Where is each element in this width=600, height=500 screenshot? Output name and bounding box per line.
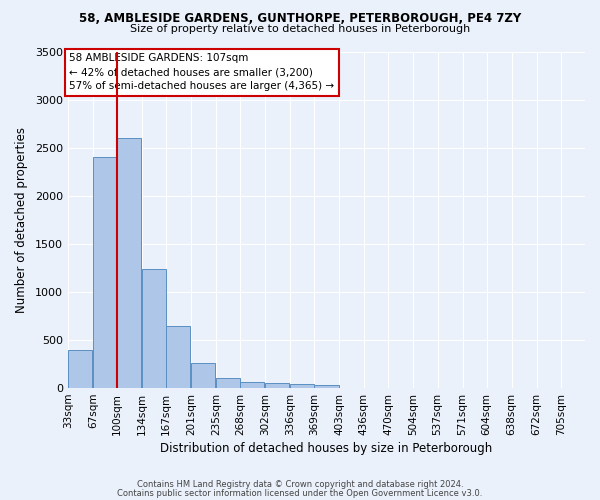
- Bar: [117, 138, 141, 388]
- Bar: [265, 383, 289, 388]
- X-axis label: Distribution of detached houses by size in Peterborough: Distribution of detached houses by size …: [160, 442, 493, 455]
- Bar: [142, 269, 166, 388]
- Bar: [166, 326, 190, 388]
- Bar: [216, 378, 240, 388]
- Bar: [191, 363, 215, 388]
- Bar: [93, 158, 117, 388]
- Text: Size of property relative to detached houses in Peterborough: Size of property relative to detached ho…: [130, 24, 470, 34]
- Bar: [290, 384, 314, 388]
- Text: Contains public sector information licensed under the Open Government Licence v3: Contains public sector information licen…: [118, 488, 482, 498]
- Bar: [68, 350, 92, 388]
- Bar: [314, 385, 338, 388]
- Y-axis label: Number of detached properties: Number of detached properties: [15, 127, 28, 313]
- Text: 58, AMBLESIDE GARDENS, GUNTHORPE, PETERBOROUGH, PE4 7ZY: 58, AMBLESIDE GARDENS, GUNTHORPE, PETERB…: [79, 12, 521, 26]
- Text: 58 AMBLESIDE GARDENS: 107sqm
← 42% of detached houses are smaller (3,200)
57% of: 58 AMBLESIDE GARDENS: 107sqm ← 42% of de…: [70, 54, 335, 92]
- Bar: [240, 382, 265, 388]
- Text: Contains HM Land Registry data © Crown copyright and database right 2024.: Contains HM Land Registry data © Crown c…: [137, 480, 463, 489]
